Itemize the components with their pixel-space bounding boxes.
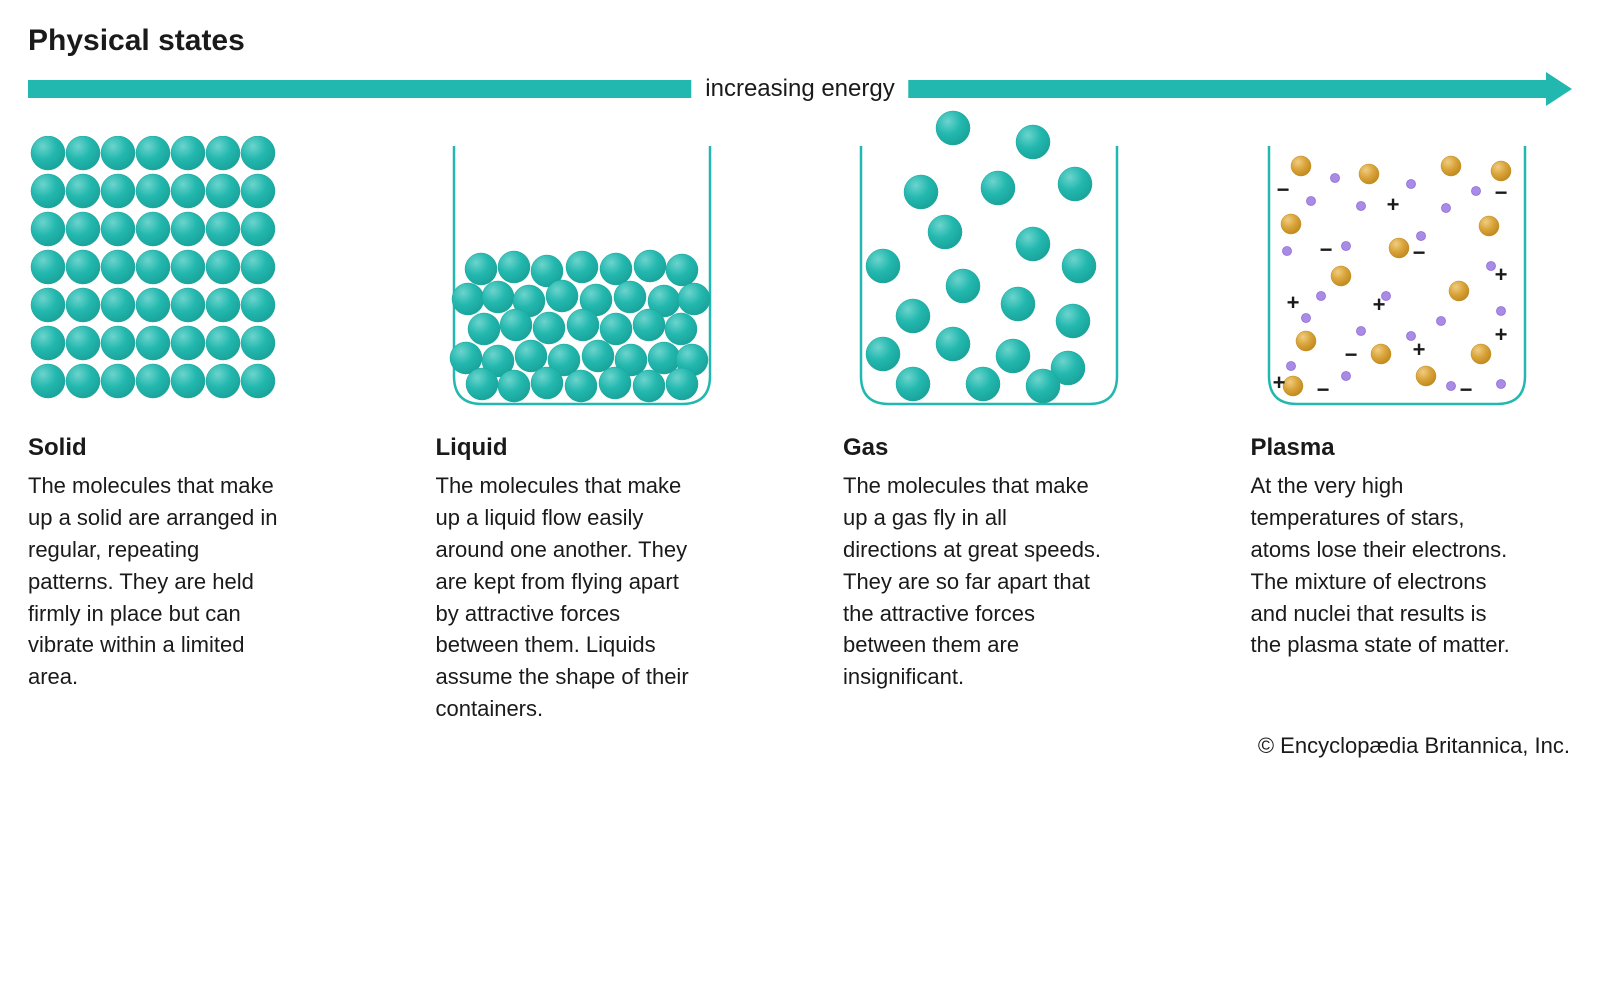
credit-line: © Encyclopædia Britannica, Inc.	[28, 733, 1572, 759]
state-title-plasma: Plasma	[1251, 434, 1573, 462]
state-desc-plasma: At the very high temperatures of stars, …	[1251, 470, 1511, 661]
state-desc-gas: The molecules that make up a gas fly in …	[843, 470, 1103, 693]
state-desc-liquid: The molecules that make up a liquid flow…	[436, 470, 696, 725]
svg-text:+: +	[1494, 322, 1507, 347]
state-solid: Solid The molecules that make up a solid…	[28, 126, 350, 693]
svg-text:−: −	[1459, 377, 1472, 402]
energy-arrow: increasing energy	[28, 72, 1572, 106]
states-row: Solid The molecules that make up a solid…	[28, 126, 1572, 725]
state-desc-solid: The molecules that make up a solid are a…	[28, 470, 288, 693]
figure-gas	[843, 126, 1165, 416]
arrow-label: increasing energy	[691, 75, 908, 103]
svg-text:−: −	[1276, 177, 1289, 202]
svg-text:−: −	[1319, 237, 1332, 262]
state-liquid: Liquid The molecules that make up a liqu…	[436, 126, 758, 725]
arrow-head-icon	[1546, 72, 1572, 106]
svg-text:−: −	[1344, 342, 1357, 367]
svg-text:+: +	[1372, 292, 1385, 317]
figure-liquid	[436, 126, 758, 416]
state-title-gas: Gas	[843, 434, 1165, 462]
figure-solid	[28, 126, 350, 416]
svg-text:+: +	[1494, 262, 1507, 287]
state-plasma: −+−−−+++−+++−− Plasma At the very high t…	[1251, 126, 1573, 661]
svg-text:−: −	[1316, 377, 1329, 402]
state-gas: Gas The molecules that make up a gas fly…	[843, 126, 1165, 693]
state-title-liquid: Liquid	[436, 434, 758, 462]
svg-text:+: +	[1286, 290, 1299, 315]
svg-text:+: +	[1386, 192, 1399, 217]
infographic: Physical states increasing energy Solid …	[0, 0, 1600, 779]
svg-text:−: −	[1412, 240, 1425, 265]
state-title-solid: Solid	[28, 434, 350, 462]
svg-text:+: +	[1412, 337, 1425, 362]
svg-text:−: −	[1494, 180, 1507, 205]
svg-text:+: +	[1272, 370, 1285, 395]
figure-plasma: −+−−−+++−+++−−	[1251, 126, 1573, 416]
page-title: Physical states	[28, 24, 1572, 58]
